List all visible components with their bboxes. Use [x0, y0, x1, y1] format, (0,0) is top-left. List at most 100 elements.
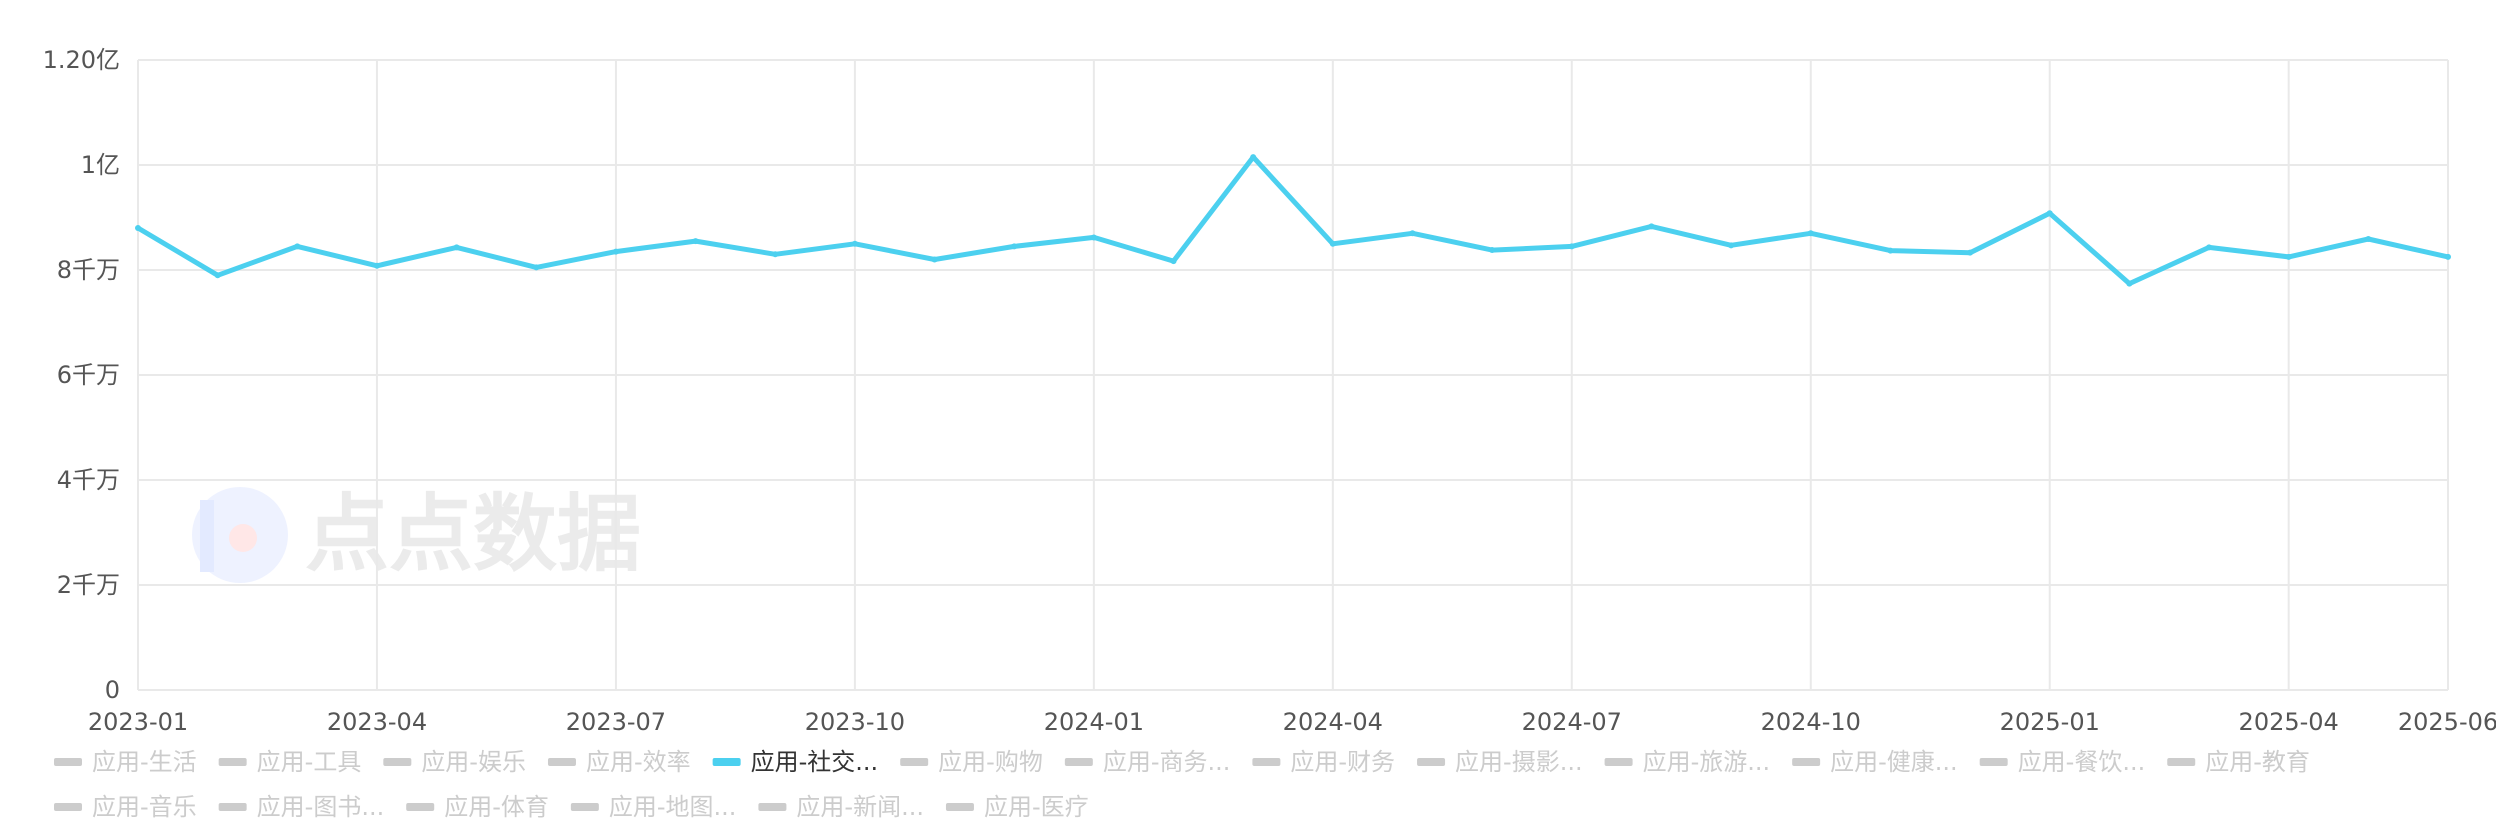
legend-swatch [712, 758, 741, 766]
legend: 应用-生活 应用-工具 应用-娱乐 应用-效率 应用-社交... 应用-购物 应用-商务..… [54, 748, 2310, 821]
series-layer [135, 154, 2451, 287]
data-point [2445, 253, 2451, 260]
x-tick-label: 2024-07 [1522, 708, 1622, 736]
data-point [692, 238, 699, 245]
legend-swatch [1792, 758, 1821, 766]
data-point [373, 262, 380, 269]
legend-item[interactable]: 应用-新闻... [758, 793, 924, 821]
legend-item[interactable]: 应用-餐饮... [1979, 748, 2146, 776]
x-axis: 2023-01 2023-04 2023-07 2023-10 2024-01 2024-… [88, 708, 2496, 736]
data-point [214, 272, 221, 279]
legend-swatch [1417, 758, 1446, 766]
x-tick-label: 2025-01 [2000, 708, 2100, 736]
x-tick-label: 2024-10 [1761, 708, 1861, 736]
data-point [1329, 240, 1336, 247]
y-tick-label: 1亿 [81, 151, 120, 179]
legend-label: 应用-社交... [751, 748, 879, 776]
legend-item[interactable]: 应用-医疗 [945, 793, 1089, 821]
data-point [772, 251, 779, 258]
data-point [1409, 230, 1416, 237]
legend-label: 应用-体育 [444, 793, 549, 821]
legend-label: 应用-教育 [2205, 748, 2310, 776]
data-point [453, 244, 460, 251]
data-point [1011, 243, 1018, 250]
x-tick-label: 2025-06 [2398, 708, 2496, 736]
legend-item[interactable]: 应用-地图... [570, 793, 737, 821]
data-point [2206, 244, 2213, 251]
legend-label: 应用-餐饮... [2018, 748, 2146, 776]
legend-swatch [2167, 758, 2196, 766]
legend-swatch [218, 758, 247, 766]
legend-label: 应用-地图... [609, 793, 737, 821]
legend-label: 应用-新闻... [796, 793, 924, 821]
legend-swatch [945, 803, 974, 811]
legend-item[interactable]: 应用-娱乐 [383, 748, 526, 776]
data-point [1170, 258, 1177, 265]
y-tick-label: 8千万 [57, 256, 120, 284]
legend-label: 应用-购物 [938, 748, 1043, 776]
grid-lines [137, 59, 2449, 691]
legend-item[interactable]: 应用-生活 [54, 748, 197, 776]
data-point [294, 243, 301, 250]
legend-item[interactable]: 应用-工具 [218, 748, 362, 776]
x-tick-label: 2024-04 [1283, 708, 1383, 736]
data-point [2365, 236, 2372, 243]
y-tick-label: 6千万 [57, 361, 120, 389]
watermark: 点点数据 [192, 485, 641, 583]
data-point [1807, 230, 1814, 237]
legend-swatch [547, 758, 576, 766]
data-point [1250, 154, 1257, 161]
legend-label: 应用-效率 [586, 748, 691, 776]
legend-label: 应用-旅游... [1643, 748, 1771, 776]
legend-item[interactable]: 应用-健康... [1792, 748, 1958, 776]
watermark-text: 点点数据 [305, 485, 641, 583]
data-point [612, 248, 619, 255]
legend-item[interactable]: 应用-摄影... [1417, 748, 1583, 776]
legend-label: 应用-商务... [1103, 748, 1231, 776]
data-point [1648, 223, 1655, 230]
y-tick-label: 4千万 [57, 466, 120, 494]
legend-item[interactable]: 应用-效率 [547, 748, 691, 776]
legend-label: 应用-图书... [257, 793, 385, 821]
y-tick-label: 2千万 [57, 571, 120, 599]
legend-swatch [54, 803, 82, 811]
legend-item[interactable]: 应用-社交... [712, 748, 879, 776]
watermark-logo [192, 487, 288, 583]
y-tick-label: 1.20亿 [43, 46, 120, 74]
data-point [1489, 247, 1496, 254]
legend-item[interactable]: 应用-体育 [406, 793, 549, 821]
legend-swatch [1064, 758, 1093, 766]
legend-swatch [570, 803, 599, 811]
legend-item[interactable]: 应用-财务 [1252, 748, 1395, 776]
legend-item[interactable]: 应用-图书... [218, 793, 385, 821]
legend-item[interactable]: 应用-购物 [900, 748, 1043, 776]
legend-label: 应用-音乐 [92, 793, 197, 821]
data-point [135, 225, 141, 231]
x-tick-label: 2025-04 [2239, 708, 2339, 736]
data-point [1090, 234, 1097, 241]
y-tick-label: 0 [105, 676, 120, 704]
x-tick-label: 2023-04 [327, 708, 427, 736]
legend-item[interactable]: 应用-商务... [1064, 748, 1231, 776]
series-line [135, 154, 2451, 287]
data-point [533, 264, 540, 271]
data-point [851, 240, 858, 247]
data-point [1728, 242, 1735, 249]
legend-item[interactable]: 应用-教育 [2167, 748, 2310, 776]
legend-label: 应用-生活 [92, 748, 197, 776]
legend-swatch [1252, 758, 1281, 766]
legend-swatch [900, 758, 929, 766]
legend-item[interactable]: 应用-音乐 [54, 793, 197, 821]
legend-item[interactable]: 应用-旅游... [1604, 748, 1771, 776]
legend-label: 应用-财务 [1290, 748, 1395, 776]
legend-swatch [406, 803, 435, 811]
legend-swatch [54, 758, 82, 766]
x-tick-label: 2023-10 [805, 708, 905, 736]
data-point [931, 256, 938, 263]
data-point [1568, 243, 1575, 250]
legend-label: 应用-健康... [1830, 748, 1958, 776]
x-tick-label: 2023-07 [566, 708, 666, 736]
data-point [2126, 280, 2133, 287]
